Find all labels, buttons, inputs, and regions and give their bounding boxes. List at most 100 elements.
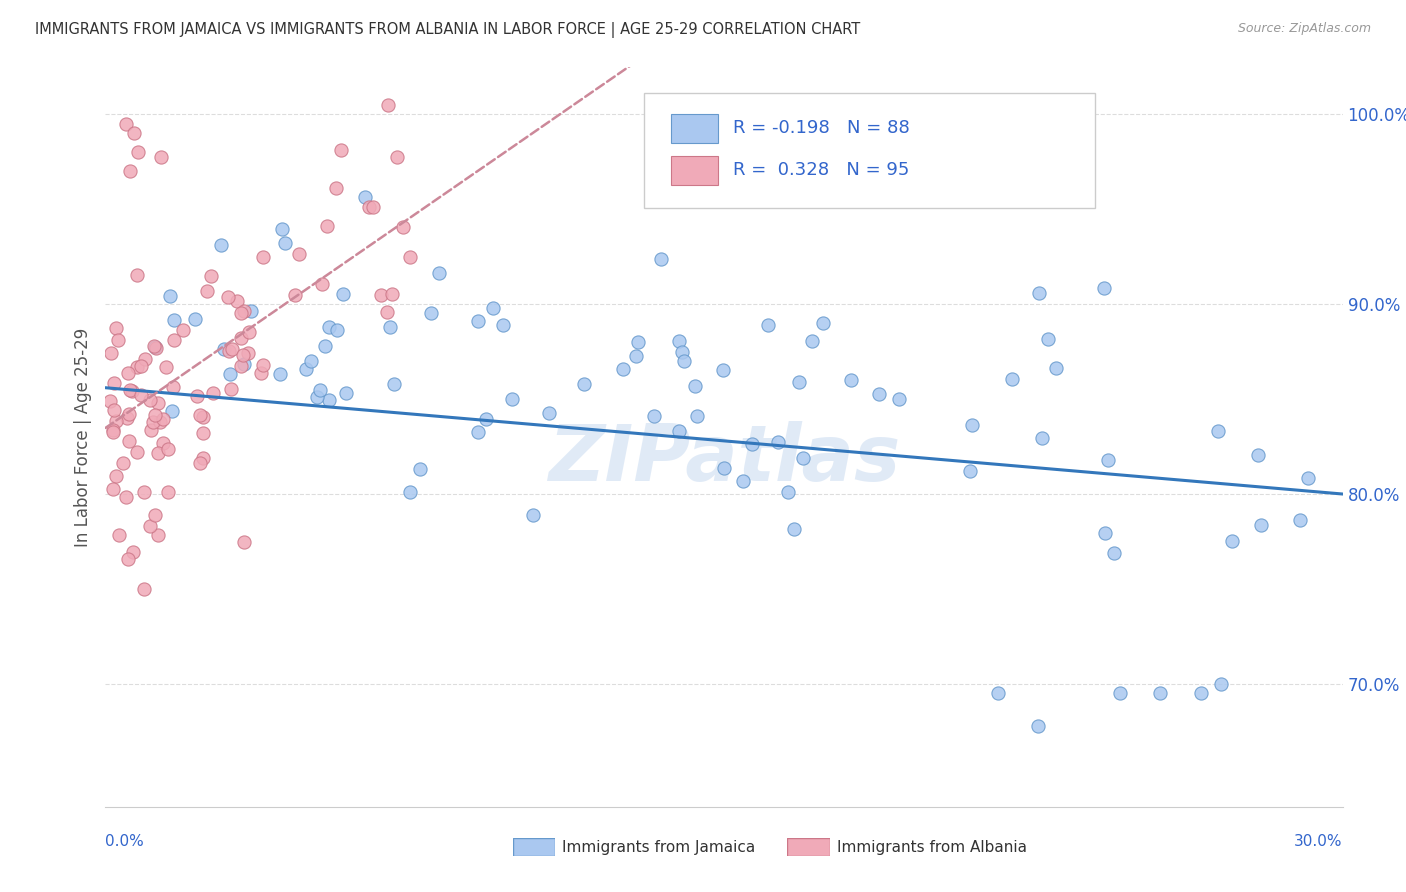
Point (127, 145, 149, 160)
FancyBboxPatch shape (644, 93, 1095, 208)
Point (269, 367, 291, 381)
Point (221, 342, 243, 356)
Point (217, 290, 239, 304)
Point (132, 582, 155, 596)
Point (103, 402, 125, 417)
Point (1250, 518, 1272, 533)
Point (1045, 361, 1067, 376)
Point (125, 268, 148, 282)
Point (143, 408, 166, 422)
Point (163, 333, 186, 347)
Point (127, 444, 149, 458)
Point (868, 387, 890, 401)
Point (318, 392, 340, 407)
Point (766, 434, 789, 449)
Point (1289, 513, 1312, 527)
Point (118, 434, 141, 448)
Point (1222, 534, 1244, 549)
Point (332, 286, 354, 301)
Point (380, 320, 402, 334)
Point (385, 150, 408, 164)
Point (1189, 686, 1212, 700)
Point (117, 410, 139, 425)
Point (501, 392, 523, 406)
Point (195, 284, 218, 298)
Point (325, 180, 347, 194)
Point (240, 304, 263, 318)
Point (143, 340, 166, 354)
Point (392, 219, 415, 234)
Point (1094, 526, 1116, 541)
Point (115, 491, 138, 505)
Text: IMMIGRANTS FROM JAMAICA VS IMMIGRANTS FROM ALBANIA IN LABOR FORCE | AGE 25-29 CO: IMMIGRANTS FROM JAMAICA VS IMMIGRANTS FR… (35, 22, 860, 38)
Point (811, 316, 834, 330)
Point (354, 190, 377, 204)
Point (626, 349, 648, 363)
Point (382, 377, 405, 392)
Point (800, 334, 823, 349)
Point (370, 288, 392, 302)
Point (149, 415, 172, 429)
Point (125, 360, 148, 375)
Point (284, 287, 307, 301)
Point (1296, 471, 1319, 485)
Text: R = -0.198   N = 88: R = -0.198 N = 88 (733, 119, 910, 136)
Point (148, 446, 170, 460)
Point (741, 437, 763, 451)
Point (105, 321, 128, 335)
Point (686, 409, 709, 424)
Point (188, 409, 211, 423)
Point (231, 306, 253, 320)
Point (117, 366, 139, 380)
Point (643, 409, 665, 423)
Point (887, 392, 910, 406)
Point (377, 98, 399, 112)
Point (143, 339, 166, 353)
Point (1247, 448, 1270, 462)
Point (132, 484, 155, 499)
Point (467, 425, 489, 439)
Point (271, 222, 294, 236)
Point (671, 344, 693, 359)
Point (229, 359, 252, 374)
Point (157, 485, 180, 500)
Point (787, 375, 810, 389)
Point (188, 456, 211, 470)
Point (1092, 281, 1115, 295)
Point (668, 424, 690, 438)
Point (146, 528, 169, 542)
Point (162, 403, 184, 417)
Point (139, 392, 162, 407)
Point (782, 522, 804, 536)
Point (122, 545, 145, 559)
Text: 30.0%: 30.0% (1295, 834, 1343, 848)
Point (146, 395, 169, 409)
Point (758, 318, 780, 332)
Point (172, 322, 194, 336)
Point (101, 423, 124, 437)
Point (1038, 332, 1060, 346)
Point (104, 468, 127, 483)
Point (98, 394, 121, 409)
Point (131, 388, 153, 402)
Point (218, 344, 240, 359)
Point (142, 415, 165, 429)
Point (1209, 677, 1232, 691)
Point (959, 464, 981, 478)
Point (159, 288, 181, 302)
Point (305, 390, 328, 404)
Point (1031, 431, 1053, 445)
Point (733, 474, 755, 488)
Point (221, 382, 243, 396)
Point (163, 313, 186, 327)
Point (120, 383, 142, 397)
Point (399, 485, 422, 500)
Point (252, 358, 274, 372)
Point (673, 354, 696, 368)
Point (299, 354, 322, 368)
Point (1108, 686, 1130, 700)
Point (212, 343, 235, 357)
Point (574, 377, 596, 392)
Text: Source: ZipAtlas.com: Source: ZipAtlas.com (1237, 22, 1371, 36)
Point (209, 238, 232, 252)
